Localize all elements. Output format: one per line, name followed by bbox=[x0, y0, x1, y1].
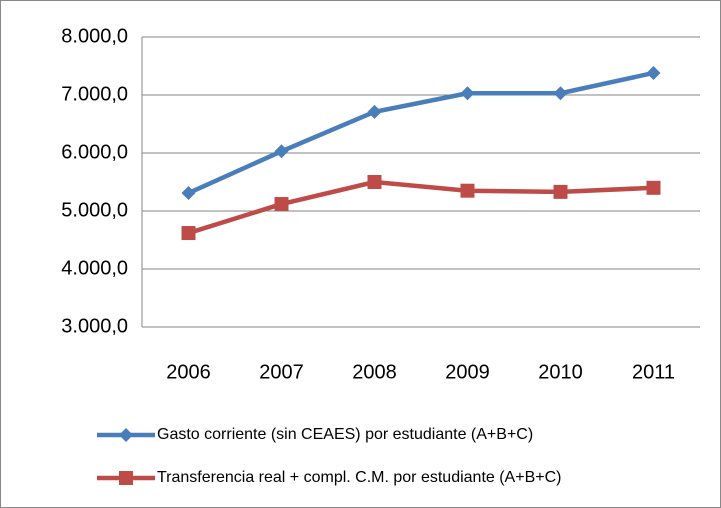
data-point bbox=[367, 175, 382, 189]
y-tick-label: 3.000,0 bbox=[61, 315, 128, 337]
data-point bbox=[181, 226, 196, 241]
x-tick-label: 2006 bbox=[166, 361, 211, 383]
y-tick-label: 5.000,0 bbox=[61, 199, 128, 221]
data-point bbox=[274, 144, 289, 159]
y-tick-label: 4.000,0 bbox=[61, 257, 128, 279]
series-line bbox=[187, 70, 654, 196]
data-point bbox=[646, 65, 661, 80]
data-point bbox=[553, 184, 568, 199]
x-tick-label: 2009 bbox=[445, 361, 490, 383]
legend-marker bbox=[119, 471, 133, 485]
legend-label: Gasto corriente (sin CEAES) por estudian… bbox=[157, 426, 533, 443]
x-tick-label: 2008 bbox=[352, 361, 397, 383]
y-tick-label: 6.000,0 bbox=[61, 141, 128, 163]
x-tick-label: 2011 bbox=[632, 361, 675, 383]
data-point bbox=[646, 180, 661, 195]
data-point bbox=[274, 197, 289, 212]
x-tick-label: 2010 bbox=[538, 361, 583, 383]
x-tick-label: 2007 bbox=[259, 361, 304, 383]
data-point bbox=[553, 86, 568, 101]
data-point bbox=[460, 183, 475, 198]
series-line bbox=[187, 179, 654, 236]
y-tick-label: 8.000,0 bbox=[61, 25, 128, 47]
legend-label: Transferencia real + compl. C.M. por est… bbox=[157, 469, 561, 486]
data-point bbox=[367, 104, 382, 119]
data-point bbox=[460, 86, 475, 101]
data-point bbox=[181, 186, 196, 201]
y-tick-label: 7.000,0 bbox=[61, 83, 128, 105]
legend-marker bbox=[119, 428, 133, 442]
